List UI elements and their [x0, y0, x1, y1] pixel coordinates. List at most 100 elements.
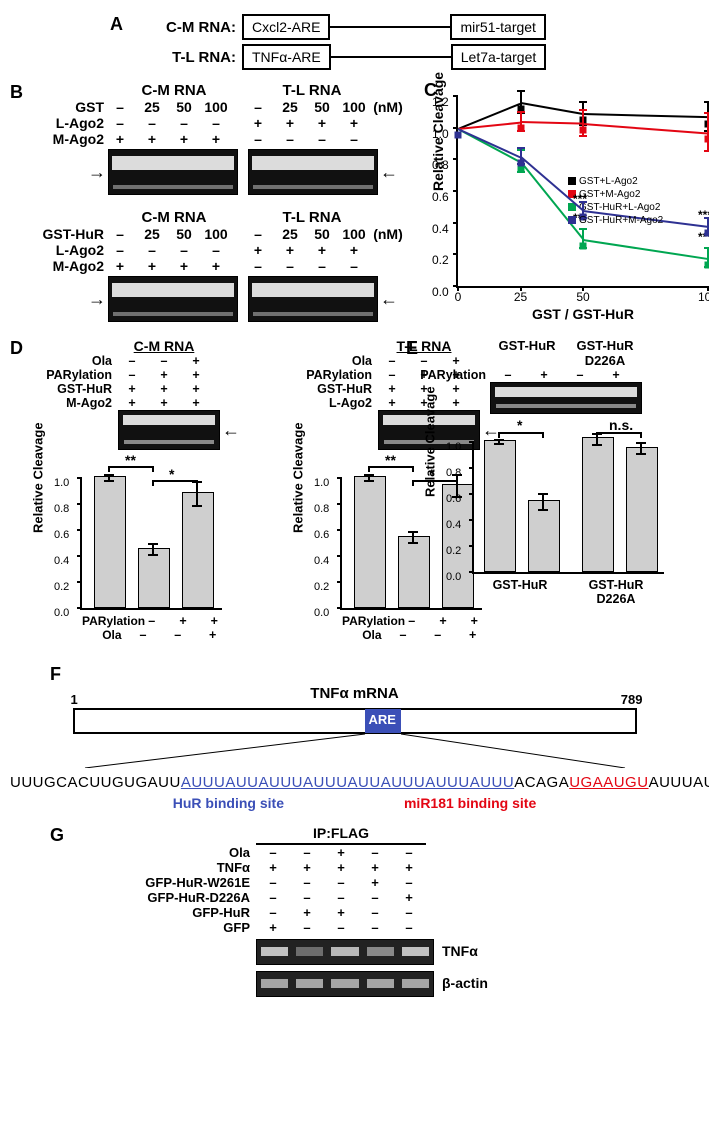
gel-image: [256, 939, 434, 965]
panel-g-label: G: [50, 825, 64, 846]
bar: [354, 476, 386, 608]
row-label: M-Ago2: [18, 131, 104, 147]
header-cell: –: [242, 226, 274, 242]
row-label: Ola: [82, 628, 122, 642]
x-cell: +: [455, 628, 490, 642]
header-cell: +: [242, 115, 274, 131]
header-cell: –: [116, 354, 148, 368]
header-cell: –: [104, 242, 136, 258]
header-cell: +: [274, 115, 306, 131]
bar: [484, 440, 516, 572]
header-cell: 100: [200, 226, 232, 242]
y-tick: 0.0: [446, 571, 461, 583]
connector-line: [331, 56, 451, 58]
header-cell: +: [180, 368, 212, 382]
gel-row-label: β-actin: [442, 975, 488, 991]
mrna-title: TNFα mRNA: [10, 685, 699, 702]
x-cell: +: [427, 614, 458, 628]
y-tick: 0.2: [314, 581, 329, 593]
header-cell: +: [180, 354, 212, 368]
x-cell: +: [199, 614, 230, 628]
seq-mid: ACAGA: [514, 774, 569, 791]
mrna-end: 789: [621, 692, 643, 707]
x-cell: –: [126, 628, 161, 642]
header-cell: –: [358, 920, 392, 935]
header-cell: –: [136, 115, 168, 131]
header-cell: 100: [338, 226, 370, 242]
x-tick: 100: [698, 290, 709, 304]
x-cell: +: [459, 614, 490, 628]
row-label: Ola: [30, 354, 112, 368]
header-cell: 100: [200, 99, 232, 115]
rna-box-left: TNFα-ARE: [242, 44, 331, 70]
rna-box-right: Let7a-target: [451, 44, 547, 70]
y-tick: 1.0: [432, 127, 449, 141]
header-cell: 50: [168, 99, 200, 115]
panel-f-label: F: [50, 664, 61, 684]
header-cell: –: [392, 920, 426, 935]
header-cell: –: [306, 258, 338, 274]
y-tick: 0.0: [314, 607, 329, 619]
x-cell: +: [195, 628, 230, 642]
y-tick: 0.6: [314, 529, 329, 541]
header-cell: –: [256, 905, 290, 920]
row-label: L-Ago2: [18, 242, 104, 258]
connector-line: [330, 26, 450, 28]
chart-line: [458, 128, 521, 158]
header-cell: +: [148, 368, 180, 382]
header-cell: +: [324, 845, 358, 860]
panel-c: C Relative Cleavage GST / GST-HuR 0.00.2…: [430, 88, 700, 288]
header-cell: –: [242, 99, 274, 115]
header-cell: –: [290, 920, 324, 935]
arrow-icon: →: [88, 289, 106, 310]
header-cell: +: [338, 242, 370, 258]
row-label: GFP-HuR-W261E: [110, 875, 250, 890]
header-cell: –: [104, 99, 136, 115]
row-label: L-Ago2: [290, 396, 372, 410]
y-tick: 0.0: [54, 607, 69, 619]
rna-row-label: C-M RNA:: [136, 19, 236, 36]
header-cell: +: [274, 242, 306, 258]
header-cell: 100: [338, 99, 370, 115]
row-label: Ola: [290, 354, 372, 368]
bar-chart: Relative Cleavage0.00.20.40.60.81.0***: [80, 478, 222, 610]
gel-title: T-L RNA: [248, 209, 376, 226]
row-label: PARylation: [342, 614, 392, 628]
y-tick: 1.0: [314, 477, 329, 489]
y-axis-label: Relative Cleavage: [31, 422, 46, 533]
y-tick: 0.4: [314, 555, 329, 567]
y-tick: 0.2: [446, 545, 461, 557]
gel-title: C-M RNA: [110, 82, 238, 99]
header-cell: –: [274, 258, 306, 274]
significance-stars: *: [169, 466, 174, 482]
y-tick: 0.6: [432, 190, 449, 204]
header-cell: +: [392, 890, 426, 905]
connector-svg: [75, 734, 635, 768]
header-cell: +: [338, 115, 370, 131]
header-cell: –: [168, 242, 200, 258]
header-cell: –: [290, 875, 324, 890]
header-cell: +: [256, 860, 290, 875]
rna-box-left: Cxcl2-ARE: [242, 14, 330, 40]
seq-mir: UGAAUGU: [569, 774, 648, 791]
gel-title: C-M RNA: [110, 209, 238, 226]
x-cell: –: [160, 628, 195, 642]
rna-box-right: mir51-target: [450, 14, 545, 40]
header-cell: +: [136, 258, 168, 274]
chart-line: [583, 113, 708, 118]
gel-image: [118, 410, 220, 450]
chart-line: [520, 121, 583, 125]
header-cell: +: [358, 860, 392, 875]
header-cell: +: [168, 131, 200, 147]
x-cell: +: [167, 614, 198, 628]
significance-stars: n.s.: [609, 417, 633, 433]
header-cell: –: [392, 845, 426, 860]
bar: [94, 476, 126, 608]
header-cell: –: [358, 905, 392, 920]
header-cell: +: [290, 860, 324, 875]
line-chart: Relative Cleavage GST / GST-HuR 0.00.20.…: [456, 96, 708, 288]
mir-site-label: miR181 binding site: [404, 795, 536, 811]
gel-row-label: TNFα: [442, 943, 478, 959]
unit-label: (nM): [372, 226, 404, 242]
bar: [182, 492, 214, 608]
